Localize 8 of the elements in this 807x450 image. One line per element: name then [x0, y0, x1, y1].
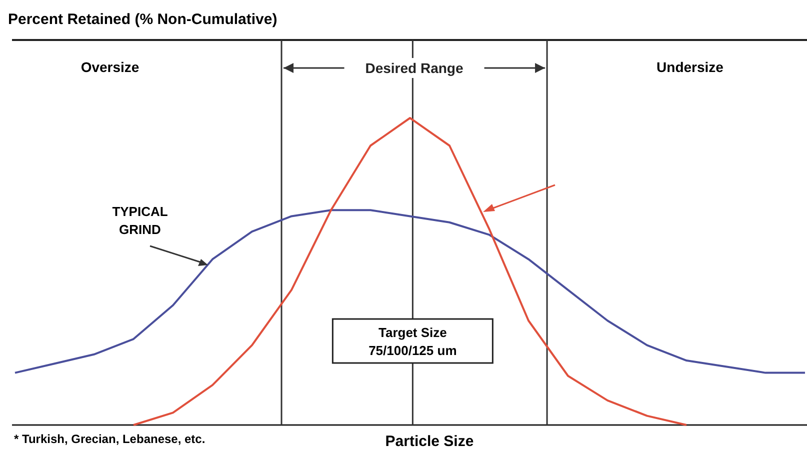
text: Undersize [656, 59, 724, 75]
text: * Turkish, Grecian, Lebanese, etc. [14, 432, 206, 446]
annotation: Target Size 75/100/125 um [368, 325, 457, 358]
chart-title: Percent Retained (% Non-Cumulative) [8, 11, 278, 28]
x-axis-title: Particle Size [385, 433, 474, 450]
annotation: TYPICAL GRIND [112, 204, 168, 237]
text: Desired Range [365, 60, 464, 76]
text: Oversize [80, 59, 140, 75]
